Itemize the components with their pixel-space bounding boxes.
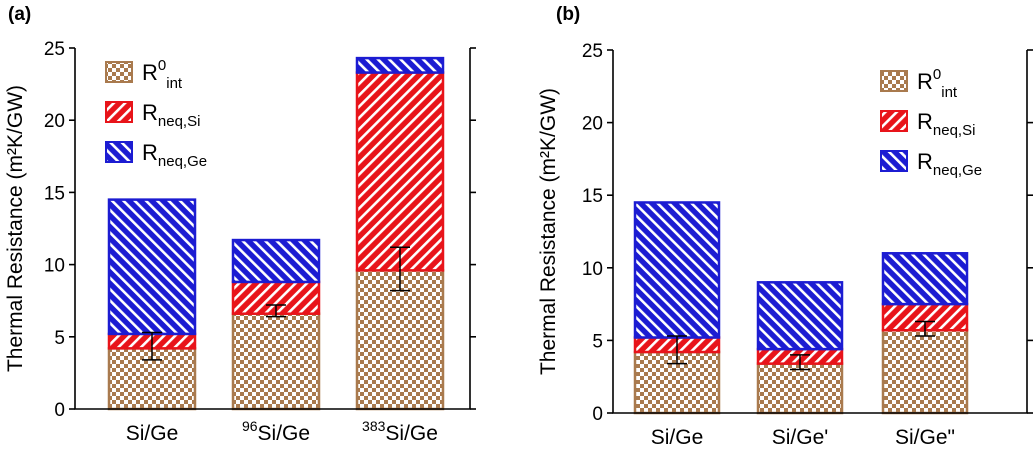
panel-b: (b) Si/Ge Si/Ge' Si/Ge" 0 5 10 15 20 25 Thermal Re…: [537, 4, 1033, 449]
category-label: Si/Ge': [772, 426, 829, 445]
bar-neq_ge: [107, 198, 197, 336]
bar-neq_ge: [633, 201, 721, 339]
y-tick-label: 10: [44, 256, 65, 277]
error-bar: [390, 246, 410, 292]
bar-intrinsic: [231, 312, 321, 411]
legend-item-neq_si: Rneq,Si: [880, 109, 975, 139]
bar-neq_ge: [756, 281, 844, 351]
legend-item-intrinsic: R0int: [880, 66, 958, 101]
category-label: 383Si/Ge: [362, 418, 438, 445]
y-axis-title: Thermal Resistance (m²K/GW): [537, 88, 560, 375]
y-tick-label: 20: [582, 114, 603, 135]
legend-label: Rneq,Ge: [142, 140, 207, 170]
y-tick-label: 0: [54, 400, 65, 421]
legend-label: Rneq,Si: [142, 100, 200, 130]
axes-frame: [612, 50, 1028, 414]
y-axis-title: Thermal Resistance (m²K/GW): [4, 85, 27, 372]
y-tick-label: 25: [44, 39, 65, 60]
category-label: 96Si/Ge: [242, 418, 310, 445]
bar-intrinsic: [756, 362, 844, 415]
legend-label: R0int: [917, 66, 958, 101]
y-tick-label: 5: [54, 328, 65, 349]
panel-a: (a) Si/Ge 96Si/Ge 383Si/Ge 0 5 10 15 20 25 Thermal…: [4, 4, 476, 445]
error-bar: [266, 304, 286, 318]
error-bar: [142, 331, 162, 361]
legend-item-neq_si: Rneq,Si: [105, 100, 200, 130]
legend-label: R0int: [142, 57, 183, 92]
error-bar: [667, 335, 687, 365]
category-label: Si/Ge: [651, 426, 704, 445]
legend-label: Rneq,Ge: [917, 149, 982, 179]
bar-neq_ge: [355, 56, 445, 74]
axes-frame: [74, 48, 471, 410]
legend-swatch: [880, 150, 908, 172]
category-label: Si/Ge: [126, 422, 179, 445]
y-tick-label: 25: [582, 41, 603, 62]
bar-neq_si: [355, 71, 445, 272]
y-tick-label: 15: [582, 186, 603, 207]
legend-swatch: [105, 141, 133, 163]
panel-label: (a): [8, 4, 31, 25]
legend-item-neq_ge: Rneq,Ge: [105, 140, 207, 170]
legend: R0int Rneq,Si Rneq,Ge: [880, 66, 982, 179]
legend-swatch: [105, 61, 133, 83]
error-bar: [790, 354, 810, 371]
y-tick-label: 20: [44, 111, 65, 132]
y-tick-label: 5: [592, 331, 603, 352]
legend-label: Rneq,Si: [917, 109, 975, 139]
bar-intrinsic: [881, 328, 969, 415]
legend-swatch: [105, 101, 133, 123]
y-tick-label: 15: [44, 183, 65, 204]
bar-neq_ge: [881, 252, 969, 306]
error-bar: [915, 320, 935, 337]
panel-label: (b): [556, 4, 580, 25]
y-tick-label: 10: [582, 259, 603, 280]
legend-item-neq_ge: Rneq,Ge: [880, 149, 982, 179]
legend-swatch: [880, 70, 908, 92]
legend-swatch: [880, 110, 908, 132]
legend: R0int Rneq,Si Rneq,Ge: [105, 57, 207, 170]
y-tick-label: 0: [592, 404, 603, 425]
legend-item-intrinsic: R0int: [105, 57, 183, 92]
category-label: Si/Ge": [895, 426, 955, 445]
bar-neq_ge: [231, 238, 321, 284]
